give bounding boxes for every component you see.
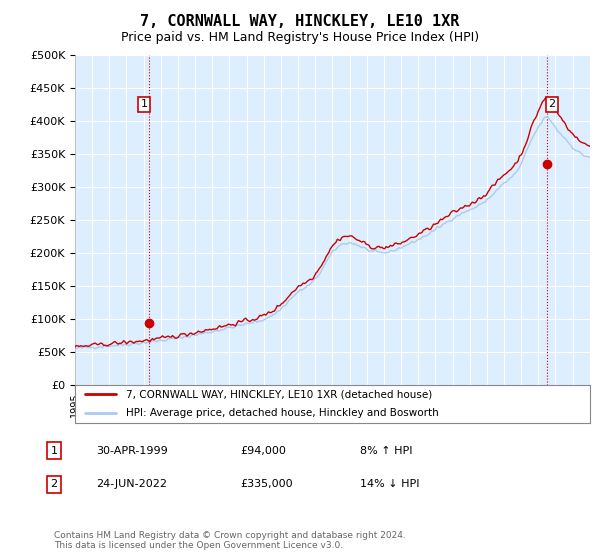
Text: £335,000: £335,000 <box>240 479 293 489</box>
Text: 1: 1 <box>50 446 58 456</box>
Text: 8% ↑ HPI: 8% ↑ HPI <box>360 446 413 456</box>
Text: 7, CORNWALL WAY, HINCKLEY, LE10 1XR: 7, CORNWALL WAY, HINCKLEY, LE10 1XR <box>140 14 460 29</box>
Text: 30-APR-1999: 30-APR-1999 <box>96 446 168 456</box>
Text: 7, CORNWALL WAY, HINCKLEY, LE10 1XR (detached house): 7, CORNWALL WAY, HINCKLEY, LE10 1XR (det… <box>127 389 433 399</box>
Text: 14% ↓ HPI: 14% ↓ HPI <box>360 479 419 489</box>
Text: 2: 2 <box>548 99 556 109</box>
Text: 2: 2 <box>50 479 58 489</box>
Text: HPI: Average price, detached house, Hinckley and Bosworth: HPI: Average price, detached house, Hinc… <box>127 408 439 418</box>
Text: Price paid vs. HM Land Registry's House Price Index (HPI): Price paid vs. HM Land Registry's House … <box>121 31 479 44</box>
Text: 1: 1 <box>140 99 148 109</box>
Text: £94,000: £94,000 <box>240 446 286 456</box>
Text: Contains HM Land Registry data © Crown copyright and database right 2024.
This d: Contains HM Land Registry data © Crown c… <box>54 530 406 550</box>
Text: 24-JUN-2022: 24-JUN-2022 <box>96 479 167 489</box>
